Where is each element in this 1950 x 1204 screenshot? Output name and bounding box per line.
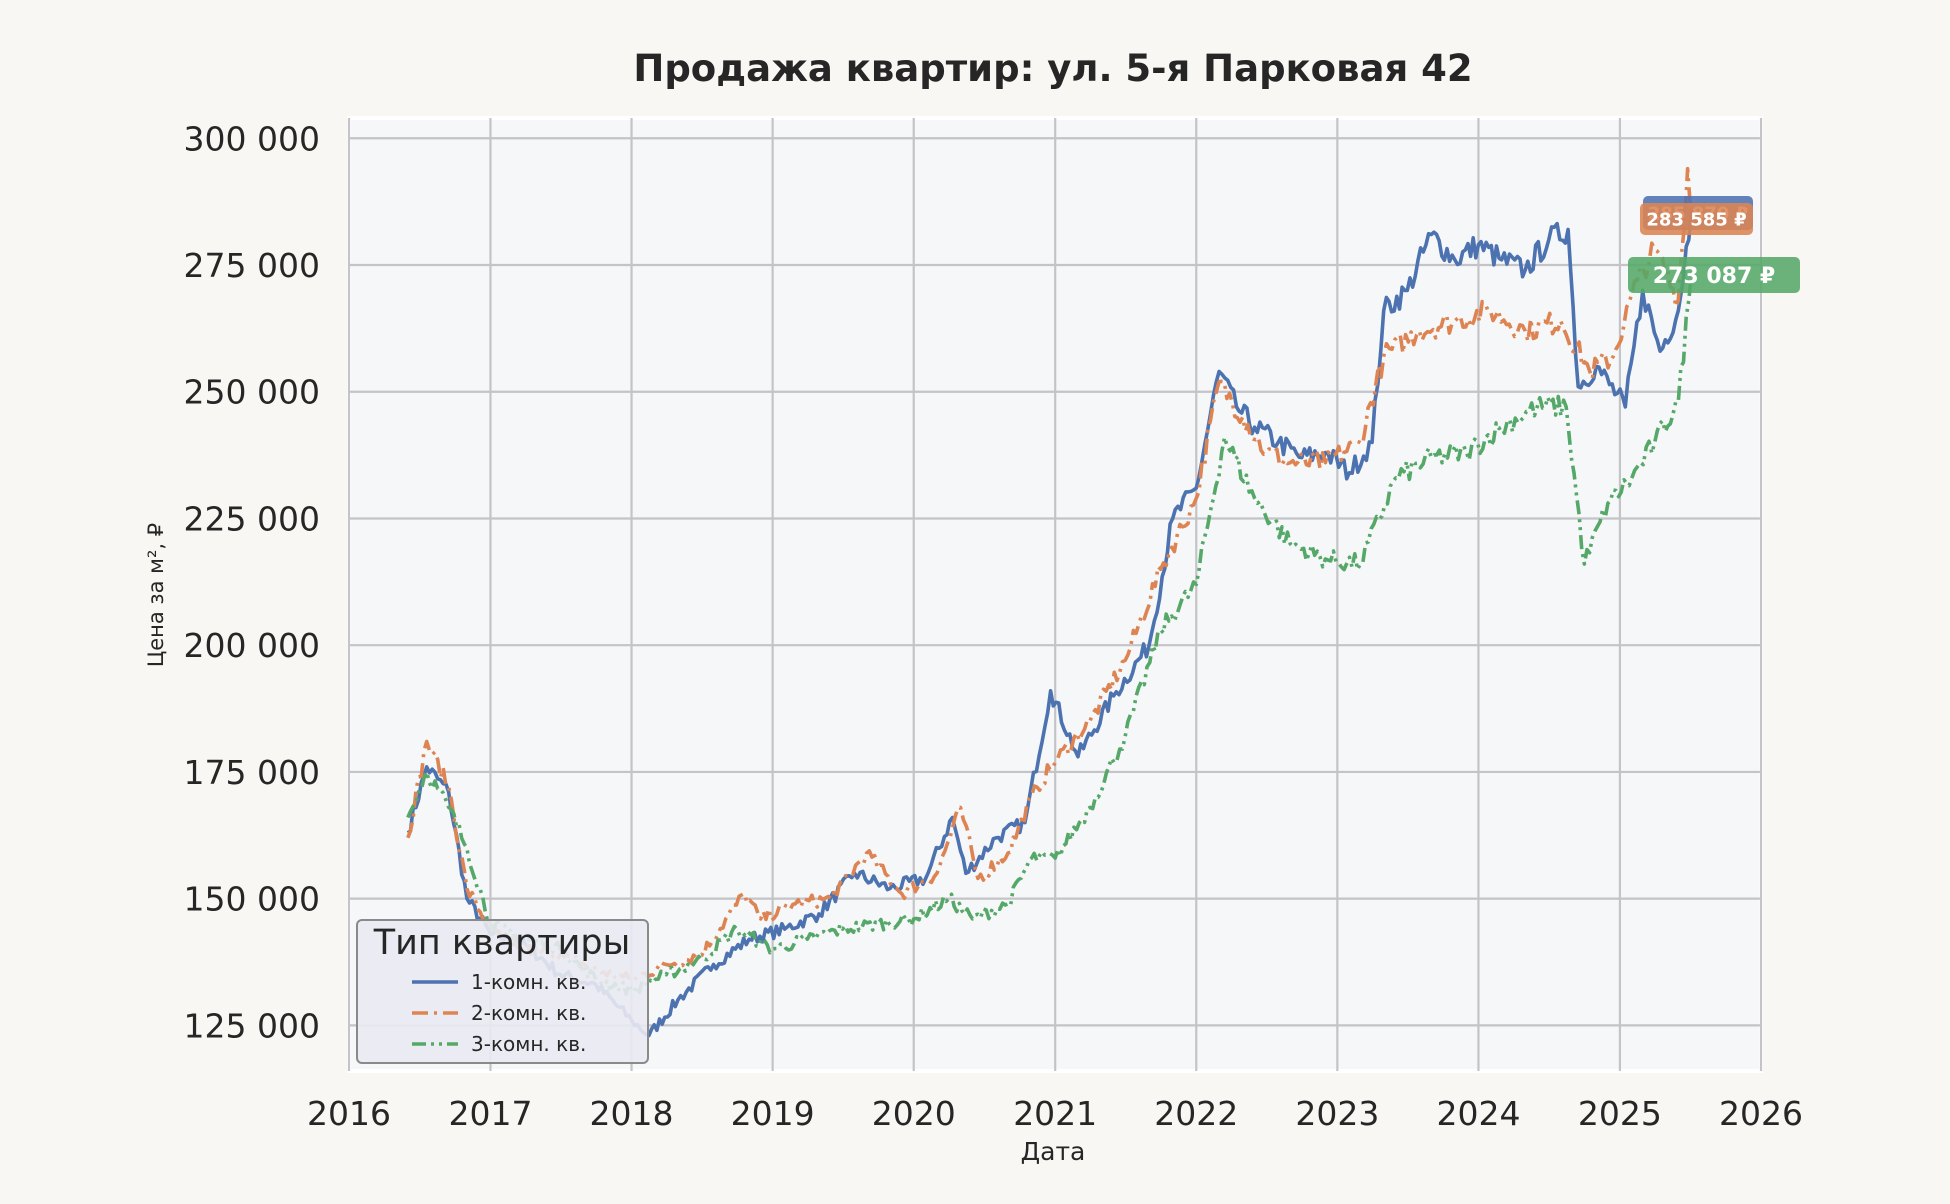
end-labels: 285 870 ₽283 585 ₽273 087 ₽: [1628, 196, 1800, 293]
y-axis-label: Цена за м², ₽: [144, 523, 168, 667]
y-tick-label: 200 000: [184, 626, 320, 665]
legend-label: 2-комн. кв.: [471, 1001, 586, 1025]
grid: [347, 118, 1763, 1071]
y-tick-label: 275 000: [184, 246, 320, 285]
x-tick-label: 2016: [307, 1094, 391, 1133]
legend-box: [356, 919, 649, 1064]
x-tick-label: 2022: [1154, 1094, 1238, 1133]
x-tick-label: 2024: [1436, 1094, 1520, 1133]
chart-title: Продажа квартир: ул. 5-я Парковая 42: [633, 47, 1472, 90]
y-tick-label: 225 000: [184, 499, 320, 538]
y-tick-label: 250 000: [184, 373, 320, 412]
legend: Тип квартиры 1-комн. кв. 2-комн. кв. 3-ком…: [356, 919, 649, 1064]
x-tick-label: 2021: [1013, 1094, 1097, 1133]
x-tick-label: 2026: [1719, 1094, 1803, 1133]
y-tick-label: 125 000: [184, 1006, 320, 1045]
x-tick-label: 2019: [731, 1094, 815, 1133]
legend-label: 1-комн. кв.: [471, 970, 586, 994]
y-tick-label: 175 000: [184, 753, 320, 792]
end-label-badge: [1628, 257, 1800, 293]
tick-labels: 2016 2017 2018 2019 2020 2021 2022 2023 2024 2025…: [184, 119, 1803, 1133]
x-tick-label: 2025: [1578, 1094, 1662, 1133]
x-tick-label: 2023: [1295, 1094, 1379, 1133]
x-tick-label: 2020: [872, 1094, 956, 1133]
end-label-value: 283 585 ₽: [1646, 209, 1746, 230]
end-label-value: 273 087 ₽: [1653, 264, 1775, 289]
series-line-3: [406, 274, 1694, 996]
legend-label: 3-комн. кв.: [471, 1032, 586, 1056]
legend-title: Тип квартиры: [373, 923, 631, 963]
y-tick-label: 150 000: [184, 880, 320, 919]
y-tick-label: 300 000: [184, 119, 320, 158]
legend-items: 1-комн. кв. 2-комн. кв. 3-комн. кв.: [412, 970, 586, 1056]
x-tick-label: 2018: [590, 1094, 674, 1133]
end-label-badge: [1640, 203, 1753, 235]
x-tick-label: 2017: [448, 1094, 532, 1133]
x-axis-label: Дата: [1021, 1137, 1086, 1166]
